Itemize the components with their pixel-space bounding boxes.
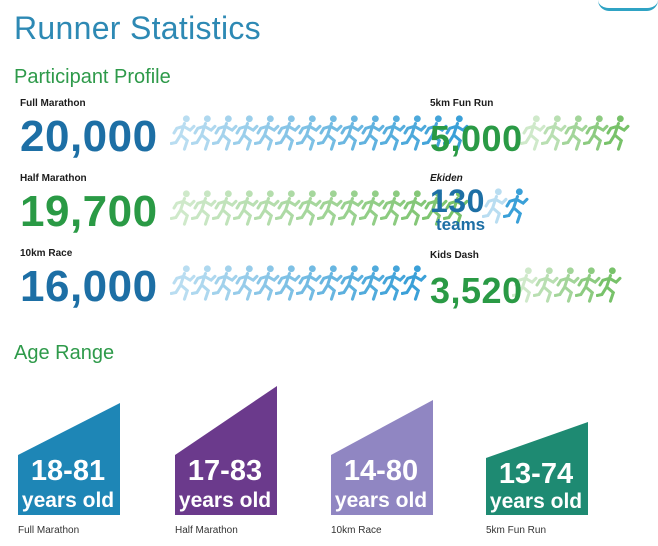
age-caption: 10km Race [331,525,382,536]
runners-icon [482,187,529,225]
stat-value: 19,700 [20,187,158,236]
stat-label: 5km Fun Run [430,98,494,109]
age-shape [486,422,588,515]
runners-icon [170,114,469,152]
stat-label: 10km Race [20,248,73,259]
age-shape [175,386,277,515]
age-caption: Full Marathon [18,525,80,536]
age-range-value: 14-80 [343,455,419,487]
age-caption: Half Marathon [175,525,238,536]
age-unit: years old [489,490,583,513]
age-shape [18,403,120,515]
corner-decoration [598,0,658,11]
age-range-value: 18-81 [30,455,106,487]
page-title: Runner Statistics [14,10,261,46]
stat-label: Kids Dash [430,250,479,261]
stat-value: 16,000 [20,262,158,311]
stat-label: Half Marathon [20,173,87,184]
age-caption: 5km Fun Run [486,525,547,536]
stat-value: 130 [430,183,485,219]
age-unit: years old [334,489,428,512]
stat-sub-label: teams [436,215,486,234]
age-unit: years old [21,489,115,512]
age-range-value: 17-83 [187,455,263,487]
stat-value: 5,000 [430,118,523,159]
stat-label: Ekiden [430,173,463,184]
age-range-value: 13-74 [498,458,574,490]
stat-value: 20,000 [20,112,158,161]
age-range-heading: Age Range [14,342,115,364]
stat-label: Full Marathon [20,98,86,109]
runners-icon [170,189,469,227]
age-shape [331,400,433,515]
runners-icon [520,114,630,152]
runners-icon [170,264,427,302]
runners-icon [512,266,622,304]
stat-value: 3,520 [430,270,523,311]
age-unit: years old [178,489,272,512]
participant-profile-heading: Participant Profile [14,66,171,88]
